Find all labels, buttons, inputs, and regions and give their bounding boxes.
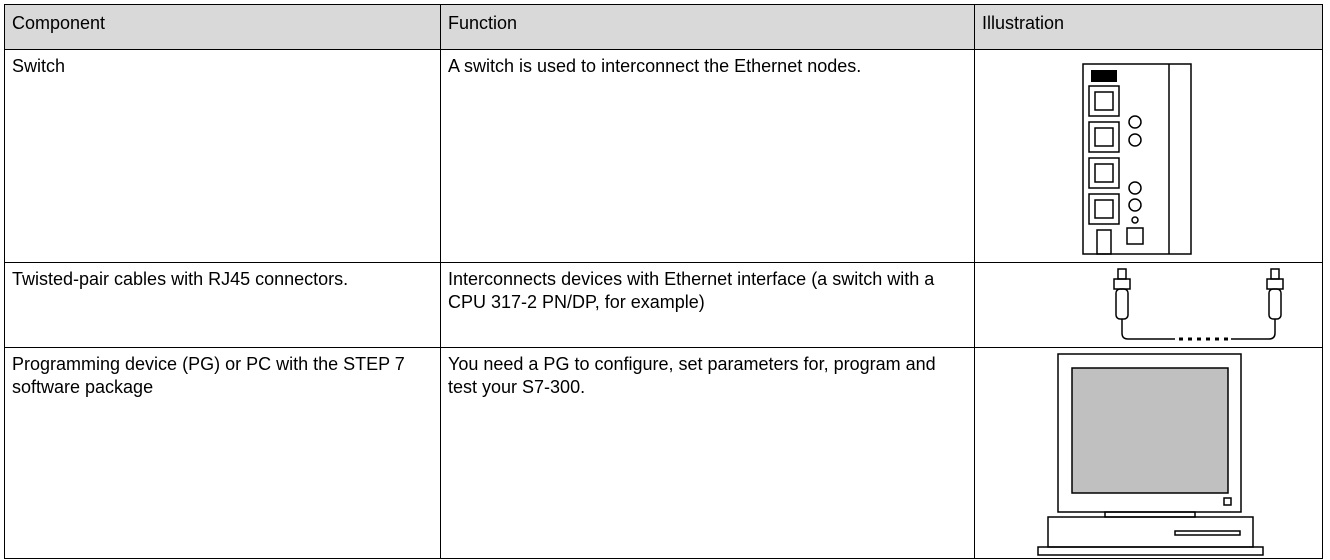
cell: Interconnects devices with Ethernet inte…	[440, 262, 975, 348]
cell: Programming device (PG) or PC with the S…	[4, 347, 441, 559]
cell: Switch	[4, 49, 441, 263]
header-cell: Illustration	[974, 4, 1323, 50]
pc-illustration	[1037, 353, 1264, 556]
table-row: Switch A switch is used to interconnect …	[4, 49, 1323, 263]
table-row: Twisted-pair cables with RJ45 connectors…	[4, 262, 1323, 348]
component-table: Component Function Illustration Switch A…	[4, 4, 1323, 559]
illustration-cell	[974, 347, 1323, 559]
header-row: Component Function Illustration	[4, 4, 1323, 50]
header-cell: Function	[440, 4, 975, 50]
header-cell: Component	[4, 4, 441, 50]
switch-illustration	[1082, 63, 1192, 255]
cell: You need a PG to configure, set paramete…	[440, 347, 975, 559]
illustration-cell	[974, 262, 1323, 348]
cable-illustration	[1113, 268, 1284, 341]
cell: A switch is used to interconnect the Eth…	[440, 49, 975, 263]
table-row: Programming device (PG) or PC with the S…	[4, 347, 1323, 559]
illustration-cell	[974, 49, 1323, 263]
cell: Twisted-pair cables with RJ45 connectors…	[4, 262, 441, 348]
